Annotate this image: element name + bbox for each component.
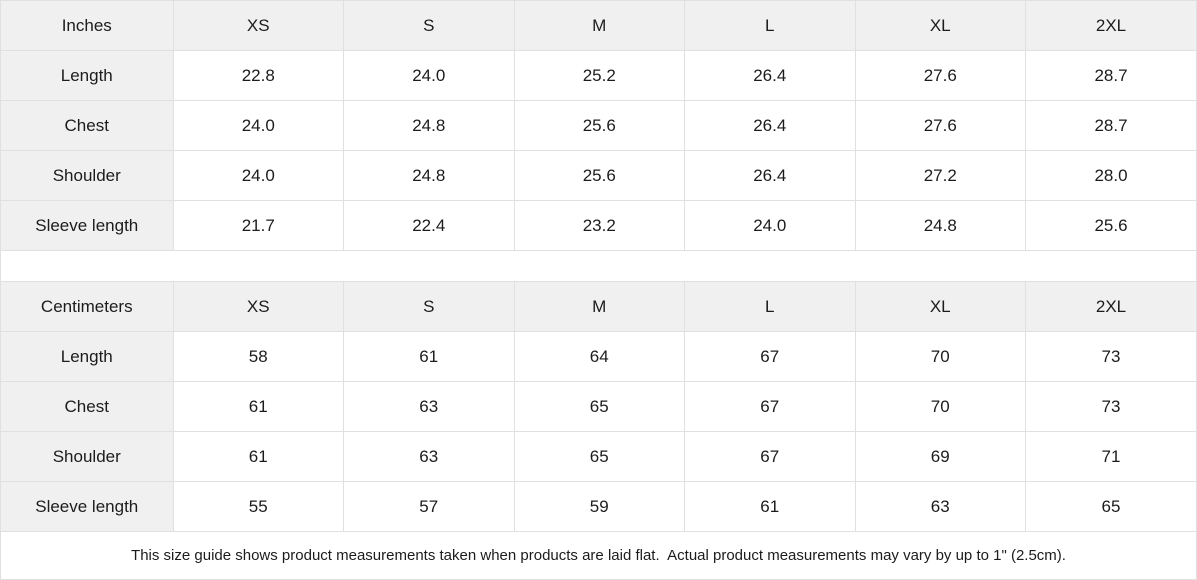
centimeters-size-table: Centimeters XS S M L XL 2XL Length 58 61… [1,281,1196,532]
measurement-cell: 58 [172,331,344,382]
size-guide-note: This size guide shows product measuremen… [1,532,1196,579]
row-label-sleeve-length: Sleeve length [1,200,174,251]
measurement-cell: 28.7 [1025,50,1196,101]
size-column-header-2xl: 2XL [1025,1,1196,51]
measurement-cell: 28.0 [1025,150,1196,201]
inches-size-table: Inches XS S M L XL 2XL Length 22.8 24.0 … [1,1,1196,251]
measurement-cell: 24.0 [172,150,344,201]
size-column-header-m: M [513,281,685,332]
measurement-cell: 67 [684,431,856,482]
row-label-length: Length [1,331,174,382]
measurement-cell: 67 [684,331,856,382]
measurement-cell: 24.8 [343,100,515,151]
measurement-cell: 61 [172,381,344,432]
measurement-cell: 22.4 [343,200,515,251]
table-row-shoulder: Shoulder 61 63 65 67 69 71 [1,431,1196,482]
measurement-cell: 22.8 [172,50,344,101]
size-column-header-l: L [684,281,856,332]
measurement-cell: 24.0 [343,50,515,101]
size-column-header-xl: XL [854,1,1026,51]
measurement-cell: 24.0 [684,200,856,251]
measurement-cell: 25.6 [1025,200,1196,251]
size-column-header-xs: XS [172,281,344,332]
measurement-cell: 59 [513,481,685,532]
measurement-cell: 63 [854,481,1026,532]
row-label-shoulder: Shoulder [1,431,174,482]
measurement-cell: 70 [854,331,1026,382]
measurement-cell: 73 [1025,381,1196,432]
measurement-cell: 70 [854,381,1026,432]
measurement-cell: 65 [513,381,685,432]
size-column-header-l: L [684,1,856,51]
size-column-header-s: S [343,281,515,332]
measurement-cell: 63 [343,381,515,432]
size-column-header-xs: XS [172,1,344,51]
unit-header-inches: Inches [1,1,174,51]
size-column-header-2xl: 2XL [1025,281,1196,332]
measurement-cell: 61 [172,431,344,482]
measurement-cell: 64 [513,331,685,382]
measurement-cell: 61 [684,481,856,532]
measurement-cell: 65 [1025,481,1196,532]
measurement-cell: 21.7 [172,200,344,251]
measurement-cell: 24.8 [854,200,1026,251]
row-label-chest: Chest [1,381,174,432]
measurement-cell: 25.6 [513,150,685,201]
size-column-header-m: M [513,1,685,51]
table-spacer [1,251,1196,281]
measurement-cell: 26.4 [684,50,856,101]
table-row-length: Length 58 61 64 67 70 73 [1,331,1196,382]
measurement-cell: 55 [172,481,344,532]
table-row-chest: Chest 61 63 65 67 70 73 [1,381,1196,432]
measurement-cell: 67 [684,381,856,432]
measurement-cell: 26.4 [684,100,856,151]
measurement-cell: 27.6 [854,50,1026,101]
row-label-chest: Chest [1,100,174,151]
row-label-sleeve-length: Sleeve length [1,481,174,532]
table-row-shoulder: Shoulder 24.0 24.8 25.6 26.4 27.2 28.0 [1,150,1196,201]
table-row-sleeve-length: Sleeve length 21.7 22.4 23.2 24.0 24.8 2… [1,200,1196,251]
unit-header-centimeters: Centimeters [1,281,174,332]
measurement-cell: 71 [1025,431,1196,482]
centimeters-header-row: Centimeters XS S M L XL 2XL [1,281,1196,332]
inches-header-row: Inches XS S M L XL 2XL [1,1,1196,51]
measurement-cell: 24.0 [172,100,344,151]
measurement-cell: 23.2 [513,200,685,251]
size-column-header-s: S [343,1,515,51]
measurement-cell: 24.8 [343,150,515,201]
measurement-cell: 63 [343,431,515,482]
size-column-header-xl: XL [854,281,1026,332]
row-label-shoulder: Shoulder [1,150,174,201]
measurement-cell: 27.6 [854,100,1026,151]
measurement-cell: 26.4 [684,150,856,201]
measurement-cell: 27.2 [854,150,1026,201]
measurement-cell: 28.7 [1025,100,1196,151]
measurement-cell: 61 [343,331,515,382]
row-label-length: Length [1,50,174,101]
measurement-cell: 73 [1025,331,1196,382]
table-row-chest: Chest 24.0 24.8 25.6 26.4 27.6 28.7 [1,100,1196,151]
measurement-cell: 69 [854,431,1026,482]
measurement-cell: 25.2 [513,50,685,101]
table-row-sleeve-length: Sleeve length 55 57 59 61 63 65 [1,481,1196,532]
table-row-length: Length 22.8 24.0 25.2 26.4 27.6 28.7 [1,50,1196,101]
measurement-cell: 57 [343,481,515,532]
measurement-cell: 65 [513,431,685,482]
measurement-cell: 25.6 [513,100,685,151]
